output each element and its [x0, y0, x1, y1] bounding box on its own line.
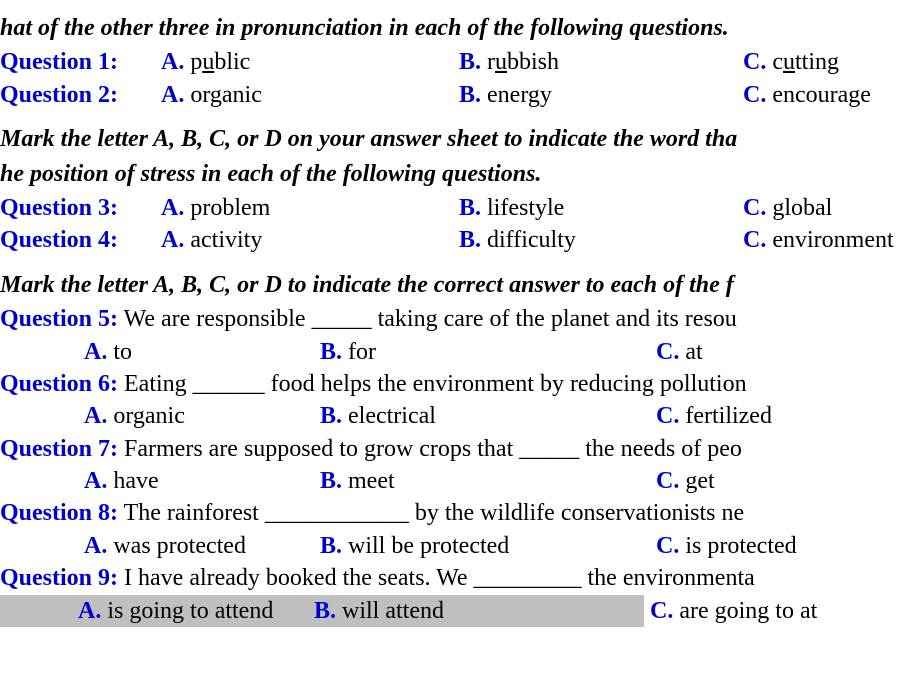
question-5: Question 5: We are responsible _____ tak…: [0, 303, 917, 335]
q2-label: Question 2:: [0, 82, 118, 108]
q5-a-text: to: [113, 339, 132, 365]
q3-c-label: C.: [743, 195, 766, 221]
q1-c-label: C.: [743, 49, 766, 75]
q3-a-text: problem: [190, 195, 270, 221]
q2-a-label: A.: [161, 82, 184, 108]
q2-a-text: organic: [190, 82, 262, 108]
q5-label: Question 5:: [0, 306, 118, 332]
q5-stem: We are responsible _____ taking care of …: [118, 306, 737, 332]
q9-c-label: C.: [650, 598, 673, 624]
question-8: Question 8: The rainforest ____________ …: [0, 497, 917, 529]
q6-c-text: fertilized: [685, 403, 772, 429]
highlight-selection: A. is going to attend B. will attend: [0, 595, 644, 627]
q5-b-text: for: [348, 339, 376, 365]
q8-a-label: A.: [84, 533, 107, 559]
question-6: Question 6: Eating ______ food helps the…: [0, 368, 917, 400]
question-4: Question 4: A. activity B. difficulty C.…: [0, 224, 917, 256]
q1-label: Question 1:: [0, 49, 118, 75]
q3-a-label: A.: [161, 195, 184, 221]
q4-c-label: C.: [743, 227, 766, 253]
q9-c-text: are going to at: [679, 598, 817, 624]
q8-b-text: will be protected: [348, 533, 509, 559]
q2-c-label: C.: [743, 82, 766, 108]
q6-a-label: A.: [84, 403, 107, 429]
q4-label: Question 4:: [0, 227, 118, 253]
question-1: Question 1: A. public B. rubbish C. cutt…: [0, 46, 917, 78]
question-6-options: A. organic B. electrical C. fertilized: [0, 400, 917, 432]
section3-instruction: Mark the letter A, B, C, or D to indicat…: [0, 269, 917, 301]
question-7-options: A. have B. meet C. get: [0, 465, 917, 497]
q8-c-text: is protected: [685, 533, 796, 559]
section2: Mark the letter A, B, C, or D on your an…: [0, 123, 917, 257]
q9-b-label: B.: [314, 598, 336, 624]
q5-c-label: C.: [656, 339, 679, 365]
q6-b-text: electrical: [348, 403, 436, 429]
q7-a-label: A.: [84, 468, 107, 494]
q7-a-text: have: [113, 468, 158, 494]
q8-a-text: was protected: [113, 533, 246, 559]
q3-b-text: lifestyle: [487, 195, 564, 221]
q8-label: Question 8:: [0, 500, 118, 526]
q5-b-label: B.: [320, 339, 342, 365]
q9-label: Question 9:: [0, 565, 118, 591]
section3: Mark the letter A, B, C, or D to indicat…: [0, 269, 917, 627]
q7-b-text: meet: [348, 468, 395, 494]
question-3: Question 3: A. problem B. lifestyle C. g…: [0, 192, 917, 224]
question-8-options: A. was protected B. will be protected C.…: [0, 530, 917, 562]
q3-c-text: global: [772, 195, 832, 221]
q2-b-text: energy: [487, 82, 552, 108]
section2-instruction-l1: Mark the letter A, B, C, or D on your an…: [0, 123, 917, 155]
q9-a-text: is going to attend: [107, 598, 273, 624]
q8-b-label: B.: [320, 533, 342, 559]
page: hat of the other three in pronunciation …: [0, 0, 917, 627]
q7-c-text: get: [685, 468, 714, 494]
q5-c-text: at: [685, 339, 702, 365]
q1-a-label: A.: [161, 49, 184, 75]
q4-b-text: difficulty: [487, 227, 576, 253]
q6-a-text: organic: [113, 403, 185, 429]
q7-c-label: C.: [656, 468, 679, 494]
q6-c-label: C.: [656, 403, 679, 429]
q5-a-label: A.: [84, 339, 107, 365]
section2-instruction-l2: he position of stress in each of the fol…: [0, 158, 917, 190]
q2-c-text: encourage: [772, 82, 871, 108]
q1-b-text: rubbish: [487, 49, 559, 75]
q7-b-label: B.: [320, 468, 342, 494]
q9-a-label: A.: [78, 598, 101, 624]
q6-stem: Eating ______ food helps the environment…: [118, 371, 747, 397]
q7-label: Question 7:: [0, 436, 118, 462]
q6-label: Question 6:: [0, 371, 118, 397]
q2-b-label: B.: [459, 82, 481, 108]
q9-stem: I have already booked the seats. We ____…: [118, 565, 755, 591]
section1-instruction: hat of the other three in pronunciation …: [0, 12, 917, 44]
q1-b-label: B.: [459, 49, 481, 75]
q4-b-label: B.: [459, 227, 481, 253]
q4-a-label: A.: [161, 227, 184, 253]
q9-b-text: will attend: [342, 598, 444, 624]
q4-a-text: activity: [190, 227, 262, 253]
question-2: Question 2: A. organic B. energy C. enco…: [0, 79, 917, 111]
q3-b-label: B.: [459, 195, 481, 221]
question-7: Question 7: Farmers are supposed to grow…: [0, 433, 917, 465]
q3-label: Question 3:: [0, 195, 118, 221]
q8-stem: The rainforest ____________ by the wildl…: [118, 500, 744, 526]
question-9-options: A. is going to attend B. will attend C. …: [0, 595, 917, 627]
q8-c-label: C.: [656, 533, 679, 559]
q1-a-text: public: [190, 49, 250, 75]
question-9: Question 9: I have already booked the se…: [0, 562, 917, 594]
q4-c-text: environment: [772, 227, 893, 253]
q6-b-label: B.: [320, 403, 342, 429]
q1-c-text: cutting: [772, 49, 839, 75]
question-5-options: A. to B. for C. at: [0, 336, 917, 368]
q7-stem: Farmers are supposed to grow crops that …: [118, 436, 742, 462]
